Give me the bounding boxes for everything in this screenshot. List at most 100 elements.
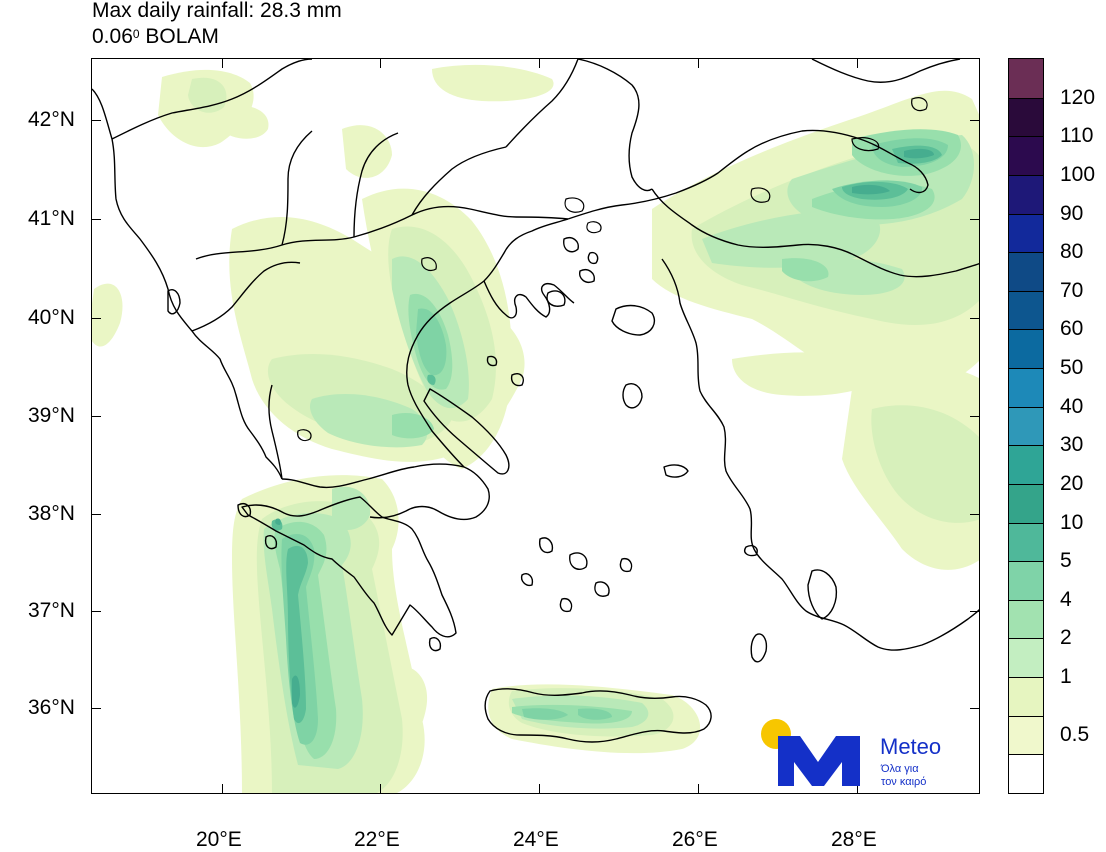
lat-tick — [91, 611, 101, 612]
colorbar-separator — [1009, 213, 1043, 215]
colorbar-label: 4 — [1060, 587, 1072, 611]
colorbar-separator — [1009, 368, 1043, 370]
colorbar-swatch — [1009, 522, 1043, 562]
colorbar-swatch — [1009, 754, 1043, 794]
colorbar-separator — [1009, 445, 1043, 447]
colorbar-swatch — [1009, 59, 1043, 98]
colorbar-separator — [1009, 677, 1043, 679]
colorbar-label: 110 — [1060, 124, 1094, 148]
lat-tick — [91, 416, 101, 417]
colorbar-label: 120 — [1060, 85, 1096, 109]
colorbar-swatch — [1009, 561, 1043, 601]
colorbar-separator — [1009, 754, 1043, 756]
coastlines — [92, 59, 979, 743]
lon-label: 24°E — [513, 828, 559, 851]
meteo-logo — [760, 718, 960, 790]
model-subtitle: 0.060 BOLAM — [92, 25, 219, 48]
rainfall-map — [91, 58, 980, 794]
lat-tick — [91, 708, 101, 709]
lon-tick — [380, 784, 381, 794]
lat-tick — [970, 708, 980, 709]
lon-tick — [539, 58, 540, 68]
lon-tick — [698, 58, 699, 68]
colorbar-separator — [1009, 329, 1043, 331]
colorbar-swatch — [1009, 483, 1043, 523]
lon-label: 26°E — [672, 828, 718, 851]
colorbar-swatch — [1009, 174, 1043, 214]
lon-tick — [857, 58, 858, 68]
colorbar-separator — [1009, 252, 1043, 254]
lat-tick — [91, 219, 101, 220]
lat-label: 42°N — [28, 108, 75, 131]
lat-tick — [970, 219, 980, 220]
colorbar-separator — [1009, 290, 1043, 292]
colorbar-separator — [1009, 483, 1043, 485]
colorbar-swatch — [1009, 406, 1043, 446]
colorbar-separator — [1009, 561, 1043, 563]
lat-tick — [970, 514, 980, 515]
lon-tick — [222, 784, 223, 794]
colorbar-label: 20 — [1060, 471, 1084, 495]
colorbar-label: 60 — [1060, 317, 1084, 341]
colorbar-label: 90 — [1060, 201, 1084, 225]
lat-label: 38°N — [28, 502, 75, 525]
colorbar-separator — [1009, 522, 1043, 524]
colorbar-swatch — [1009, 252, 1043, 292]
colorbar-separator — [1009, 638, 1043, 640]
lat-label: 39°N — [28, 404, 75, 427]
lakes — [297, 97, 928, 442]
lon-label: 28°E — [831, 828, 877, 851]
lon-tick — [698, 784, 699, 794]
colorbar-label: 30 — [1060, 433, 1084, 457]
lat-tick — [970, 120, 980, 121]
rainfall-20-band — [275, 148, 934, 708]
country-borders — [111, 59, 653, 480]
colorbar-swatch — [1009, 599, 1043, 639]
colorbar-separator — [1009, 715, 1043, 717]
lat-tick — [91, 120, 101, 121]
colorbar-label: 10 — [1060, 510, 1084, 534]
logo-name: Meteo — [880, 734, 942, 759]
colorbar-label: 50 — [1060, 356, 1084, 380]
lat-tick — [91, 514, 101, 515]
colorbar-separator — [1009, 97, 1043, 99]
map-canvas — [92, 59, 979, 793]
lon-tick — [380, 58, 381, 68]
colorbar-swatch — [1009, 329, 1043, 369]
lon-tick — [857, 784, 858, 794]
colorbar-label: 0.5 — [1060, 723, 1090, 747]
colorbar-label: 100 — [1060, 162, 1096, 186]
colorbar-label: 1 — [1060, 665, 1072, 689]
lat-tick — [970, 416, 980, 417]
logo-tagline: Όλα για τον καιρό — [881, 763, 927, 788]
lat-label: 41°N — [28, 207, 75, 230]
lon-label: 20°E — [196, 828, 242, 851]
colorbar — [1008, 58, 1044, 794]
colorbar-swatch — [1009, 213, 1043, 253]
lon-tick — [539, 784, 540, 794]
colorbar-swatch — [1009, 715, 1043, 755]
lon-label: 22°E — [354, 828, 400, 851]
lat-label: 37°N — [28, 599, 75, 622]
lat-label: 36°N — [28, 696, 75, 719]
colorbar-swatch — [1009, 638, 1043, 678]
lat-label: 40°N — [28, 306, 75, 329]
lat-tick — [970, 318, 980, 319]
colorbar-label: 80 — [1060, 240, 1084, 264]
lon-tick — [222, 58, 223, 68]
colorbar-label: 70 — [1060, 278, 1084, 302]
lat-tick — [970, 611, 980, 612]
colorbar-swatch — [1009, 445, 1043, 485]
colorbar-label: 5 — [1060, 549, 1072, 573]
colorbar-swatch — [1009, 136, 1043, 176]
colorbar-swatch — [1009, 368, 1043, 408]
colorbar-label: 40 — [1060, 394, 1084, 418]
lat-tick — [91, 318, 101, 319]
colorbar-label: 2 — [1060, 626, 1072, 650]
colorbar-separator — [1009, 174, 1043, 176]
colorbar-swatch — [1009, 677, 1043, 717]
colorbar-separator — [1009, 599, 1043, 601]
colorbar-separator — [1009, 406, 1043, 408]
colorbar-swatch — [1009, 290, 1043, 330]
colorbar-swatch — [1009, 97, 1043, 137]
